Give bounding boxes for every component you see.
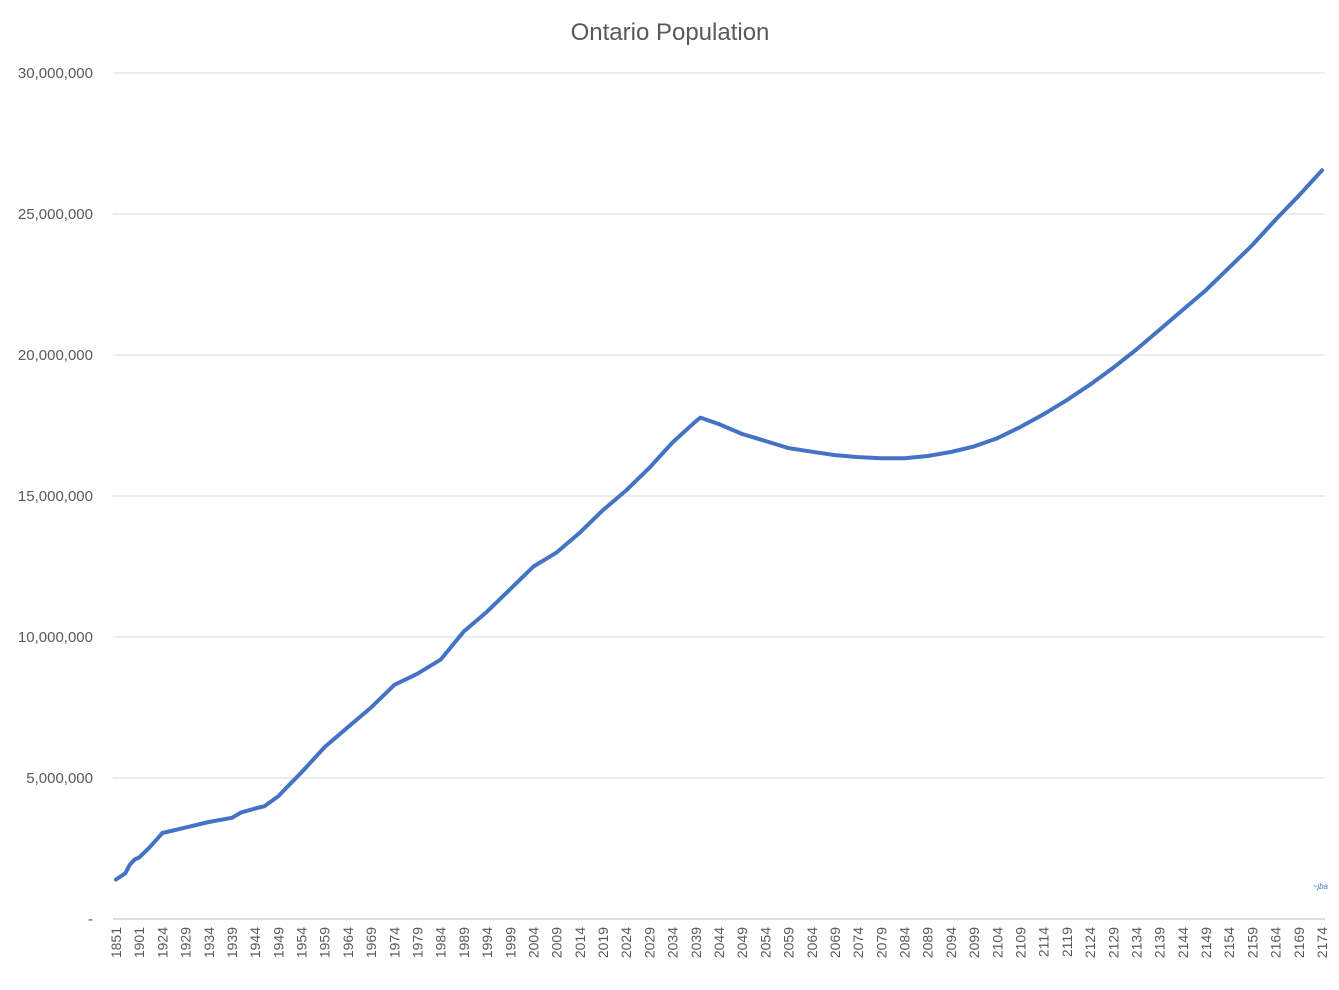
x-tick-label: 2024 [618, 927, 634, 958]
chart-title: Ontario Population [571, 19, 770, 46]
x-axis-tick-labels: 1851 1901 1924 1929 1934 1939 1944 1949 1954 1959… [108, 927, 1330, 958]
x-tick-label: 2014 [572, 927, 588, 958]
y-tick-label: 25,000,000 [18, 206, 93, 223]
x-tick-label: 1949 [270, 927, 286, 958]
x-tick-label: 2169 [1291, 927, 1307, 958]
population-series-line [114, 168, 1324, 882]
y-tick-label: 15,000,000 [18, 488, 93, 505]
x-tick-label: 2009 [549, 927, 565, 958]
x-tick-label: 1939 [224, 927, 240, 958]
x-tick-label: 2174 [1314, 927, 1330, 958]
y-axis-tick-labels: - 5,000,000 10,000,000 15,000,000 20,000,000… [18, 65, 93, 928]
x-tick-label: 2059 [781, 927, 797, 958]
signature-annotation: ~jba [1313, 882, 1329, 891]
x-tick-label: 2019 [595, 927, 611, 958]
x-tick-label: 2069 [827, 927, 843, 958]
x-tick-label: 1984 [433, 927, 449, 958]
x-tick-label: 2154 [1221, 927, 1237, 958]
x-tick-label: 2054 [757, 927, 773, 958]
x-tick-label: 2109 [1013, 927, 1029, 958]
gridlines [113, 72, 1325, 779]
x-tick-label: 2119 [1059, 927, 1075, 957]
x-tick-label: 1999 [502, 927, 518, 958]
x-tick-label: 1959 [317, 927, 333, 958]
x-tick-label: 2044 [711, 927, 727, 958]
x-tick-label: 1924 [154, 927, 170, 958]
x-tick-label: 2114 [1036, 927, 1052, 957]
x-tick-label: 2039 [688, 927, 704, 958]
x-tick-label: 2084 [897, 927, 913, 958]
x-tick-label: 2149 [1198, 927, 1214, 958]
series-layer [114, 168, 1324, 882]
y-tick-label: - [88, 911, 93, 928]
x-tick-label: 2104 [989, 927, 1005, 958]
x-tick-label: 1979 [410, 927, 426, 958]
x-tick-label: 2034 [665, 927, 681, 958]
x-tick-label: 2029 [641, 927, 657, 958]
x-tick-label: 2079 [873, 927, 889, 958]
x-tick-label: 2099 [966, 927, 982, 958]
x-tick-label: 2004 [525, 927, 541, 958]
x-tick-label: 1954 [294, 927, 310, 958]
y-tick-label: 20,000,000 [18, 347, 93, 364]
x-tick-label: 1901 [131, 927, 147, 958]
x-tick-label: 1964 [340, 927, 356, 958]
x-tick-label: 2164 [1268, 927, 1284, 958]
x-tick-label: 2089 [920, 927, 936, 958]
x-tick-label: 2049 [734, 927, 750, 958]
x-tick-label: 1944 [247, 927, 263, 958]
x-tick-label: 1989 [456, 927, 472, 958]
x-tick-label: 1929 [178, 927, 194, 958]
x-tick-label: 2094 [943, 927, 959, 958]
x-tick-label: 1851 [108, 927, 124, 958]
x-tick-label: 2139 [1152, 927, 1168, 958]
x-tick-label: 2144 [1175, 927, 1191, 958]
x-tick-label: 1934 [201, 927, 217, 958]
x-tick-label: 2159 [1244, 927, 1260, 958]
x-tick-label: 1994 [479, 927, 495, 958]
x-tick-label: 2064 [804, 927, 820, 958]
x-tick-label: 2134 [1128, 927, 1144, 958]
x-tick-label: 2074 [850, 927, 866, 958]
x-tick-label: 2129 [1105, 927, 1121, 958]
x-tick-label: 1974 [386, 927, 402, 958]
y-tick-label: 10,000,000 [18, 629, 93, 646]
y-tick-label: 5,000,000 [26, 770, 93, 787]
y-tick-label: 30,000,000 [18, 65, 93, 82]
x-tick-label: 2124 [1082, 927, 1098, 958]
x-tick-label: 1969 [363, 927, 379, 958]
